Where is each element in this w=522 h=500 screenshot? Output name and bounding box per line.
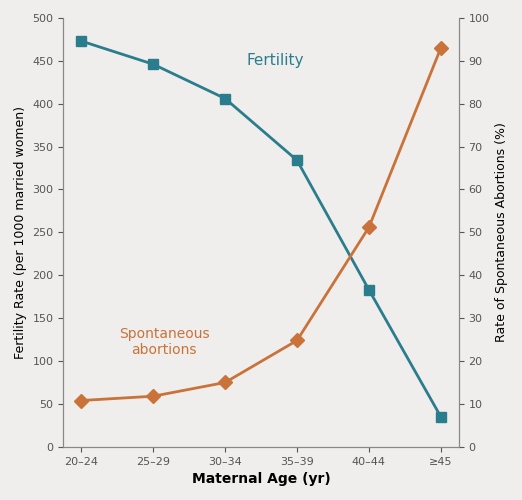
Y-axis label: Rate of Spontaneous Abortions (%): Rate of Spontaneous Abortions (%) (495, 122, 508, 342)
Text: Fertility: Fertility (247, 53, 304, 68)
X-axis label: Maternal Age (yr): Maternal Age (yr) (192, 472, 330, 486)
Y-axis label: Fertility Rate (per 1000 married women): Fertility Rate (per 1000 married women) (14, 106, 27, 359)
Text: Spontaneous
abortions: Spontaneous abortions (118, 327, 209, 357)
